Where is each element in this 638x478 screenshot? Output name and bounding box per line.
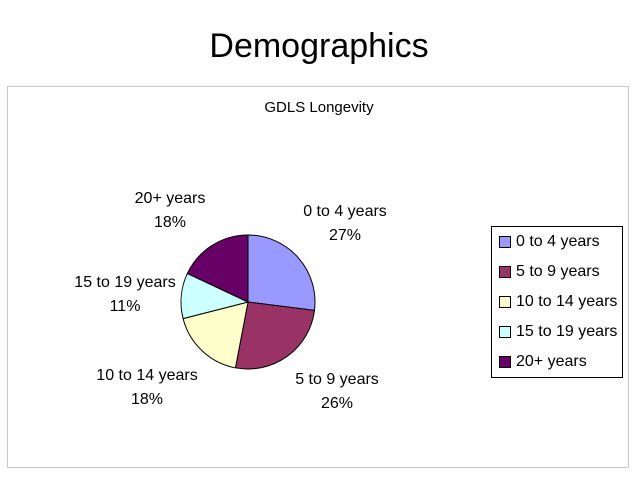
slice-category: 5 to 9 years: [295, 371, 379, 388]
pie-slice-5: [186, 234, 249, 303]
slice-category: 10 to 14 years: [96, 367, 198, 384]
legend-swatch: [499, 326, 511, 338]
slice-percent: 18%: [153, 214, 187, 231]
slice-label-2: 5 to 9 years 26%: [295, 368, 379, 416]
legend-label: 20+ years: [516, 353, 587, 370]
slice-label-5: 20+ years 18%: [135, 187, 206, 235]
pie-slice-1: [247, 234, 316, 311]
legend-item: 15 to 19 years: [499, 321, 617, 343]
slice-percent: 18%: [130, 391, 164, 408]
pie-slice-3: [182, 301, 249, 369]
slice-category: 20+ years: [134, 190, 206, 207]
slice-percent: 11%: [109, 298, 141, 315]
slide-title: Demographics: [209, 27, 429, 65]
legend-item: 10 to 14 years: [499, 291, 617, 313]
legend-item: 20+ years: [499, 351, 587, 373]
slice-label-3: 10 to 14 years 18%: [96, 364, 197, 412]
slice-category: 0 to 4 years: [303, 203, 387, 220]
legend-swatch: [499, 236, 511, 248]
legend-item: 5 to 9 years: [499, 261, 600, 283]
pie-slice-2: [234, 301, 316, 370]
slice-label-1: 0 to 4 years 27%: [303, 200, 387, 248]
chart-legend: 0 to 4 years 5 to 9 years 10 to 14 years 15…: [491, 226, 623, 378]
slice-category: 15 to 19 years: [74, 274, 176, 291]
legend-swatch: [499, 356, 511, 368]
slice-percent: 27%: [328, 227, 362, 244]
legend-swatch: [499, 296, 511, 308]
legend-label: 0 to 4 years: [516, 233, 600, 250]
legend-label: 5 to 9 years: [516, 263, 600, 280]
legend-swatch: [499, 266, 511, 278]
legend-label: 10 to 14 years: [516, 293, 618, 310]
legend-label: 15 to 19 years: [516, 323, 618, 340]
chart-title: GDLS Longevity: [264, 99, 374, 116]
slice-percent: 26%: [320, 395, 354, 412]
slice-label-4: 15 to 19 years 11%: [74, 271, 175, 319]
legend-item: 0 to 4 years: [499, 231, 600, 253]
